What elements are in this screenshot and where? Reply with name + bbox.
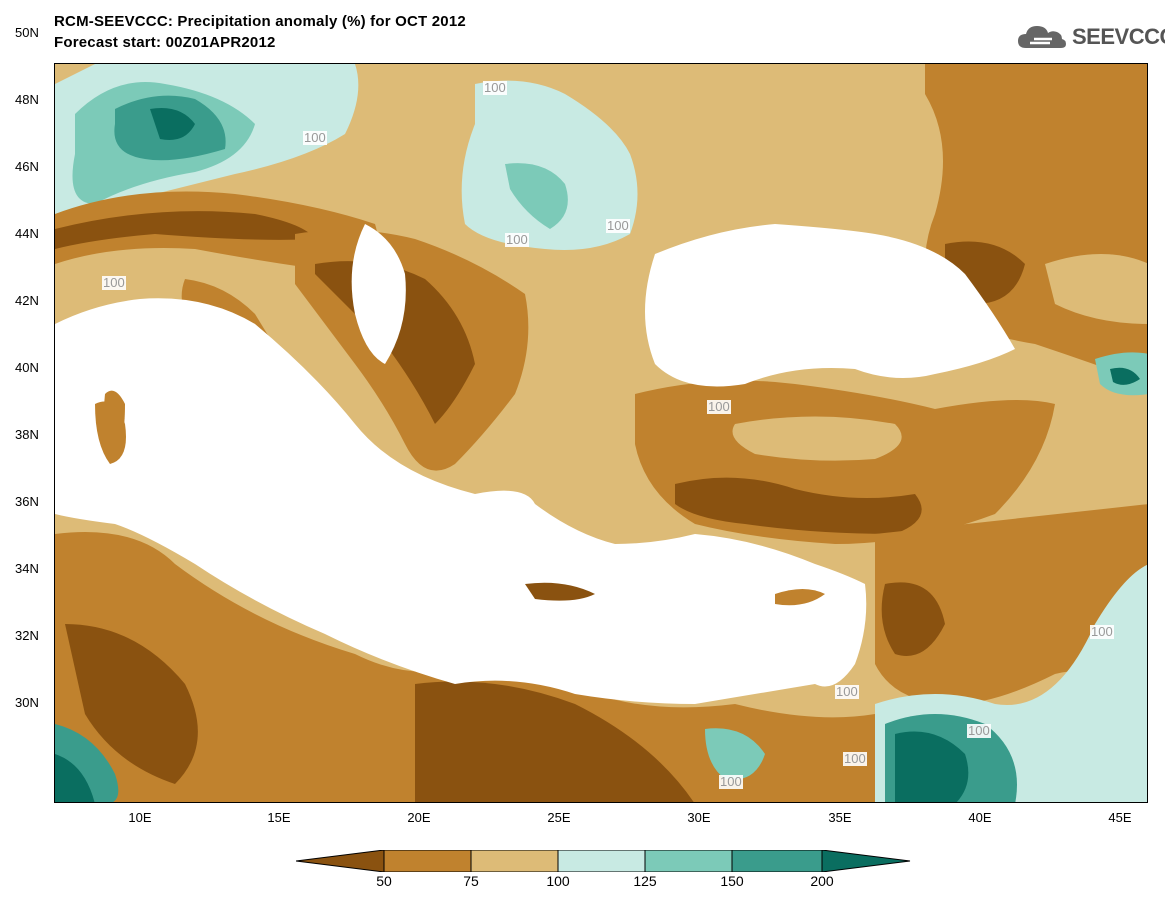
colorbar-segment: [383, 850, 472, 872]
mediterranean-sea: [55, 298, 867, 704]
contour-label: 100: [719, 774, 743, 789]
y-tick-label: 36N: [15, 494, 39, 509]
y-tick-label: 50N: [15, 25, 39, 40]
colorbar: [296, 850, 911, 872]
dry-light-region: [1045, 254, 1147, 324]
wet-extreme-region: [1110, 367, 1140, 385]
dry-strong-region: [65, 624, 198, 784]
wet-extreme-region: [895, 731, 969, 802]
seevccc-logo: SEEVCCC: [1016, 22, 1165, 52]
x-tick-label: 20E: [407, 810, 431, 825]
colorbar-segment: [821, 850, 911, 872]
wet-light-region: [461, 80, 638, 251]
contour-label: 100: [1090, 624, 1114, 639]
colorbar-segment: [470, 850, 559, 872]
forecast-start-subtitle: Forecast start: 00Z01APR2012: [54, 34, 276, 51]
contour-label: 100: [483, 80, 507, 95]
dry-strong-region: [881, 582, 945, 656]
y-tick-label: 32N: [15, 628, 39, 643]
y-tick-label: 46N: [15, 159, 39, 174]
x-tick-label: 15E: [267, 810, 291, 825]
x-tick-label: 35E: [828, 810, 852, 825]
colorbar-label: 100: [546, 873, 570, 889]
wet-extreme-region: [55, 754, 95, 802]
y-tick-label: 40N: [15, 360, 39, 375]
y-tick-label: 48N: [15, 92, 39, 107]
wet-region: [505, 163, 568, 229]
precipitation-map: [55, 64, 1147, 802]
cyprus: [775, 589, 825, 606]
contour-label: 100: [707, 399, 731, 414]
dry-region: [875, 504, 1147, 704]
y-tick-label: 44N: [15, 226, 39, 241]
sardinia: [95, 401, 126, 464]
adriatic-sea: [351, 224, 406, 364]
contour-label: 100: [843, 751, 867, 766]
crete: [525, 582, 595, 601]
wet-extreme-region: [150, 108, 195, 140]
y-tick-label: 34N: [15, 561, 39, 576]
y-tick-label: 42N: [15, 293, 39, 308]
colorbar-label: 50: [376, 873, 392, 889]
colorbar-label: 125: [633, 873, 657, 889]
black-sea: [645, 224, 1015, 387]
map-area: [54, 63, 1148, 803]
colorbar-segment: [644, 850, 733, 872]
x-tick-label: 40E: [968, 810, 992, 825]
map-title: RCM-SEEVCCC: Precipitation anomaly (%) f…: [54, 13, 466, 30]
dry-light-region: [732, 416, 902, 461]
wet-region: [705, 728, 765, 780]
colorbar-segment: [731, 850, 823, 872]
contour-label: 100: [505, 232, 529, 247]
colorbar-label: 150: [720, 873, 744, 889]
y-tick-label: 38N: [15, 427, 39, 442]
colorbar-label: 200: [810, 873, 834, 889]
contour-label: 100: [303, 130, 327, 145]
x-tick-label: 10E: [128, 810, 152, 825]
x-tick-label: 25E: [547, 810, 571, 825]
x-tick-label: 30E: [687, 810, 711, 825]
contour-label: 100: [967, 723, 991, 738]
dry-strong-region: [675, 477, 922, 534]
colorbar-segment: [557, 850, 646, 872]
cloud-logo-icon: [1018, 26, 1066, 48]
contour-label: 100: [835, 684, 859, 699]
y-tick-label: 30N: [15, 695, 39, 710]
colorbar-segment: [296, 850, 385, 872]
dry-strong-region: [55, 211, 315, 249]
contour-label: 100: [102, 275, 126, 290]
colorbar-label: 75: [463, 873, 479, 889]
logo-text: SEEVCCC: [1072, 24, 1165, 49]
contour-label: 100: [606, 218, 630, 233]
dry-strong-region: [415, 681, 694, 802]
x-tick-label: 45E: [1108, 810, 1132, 825]
